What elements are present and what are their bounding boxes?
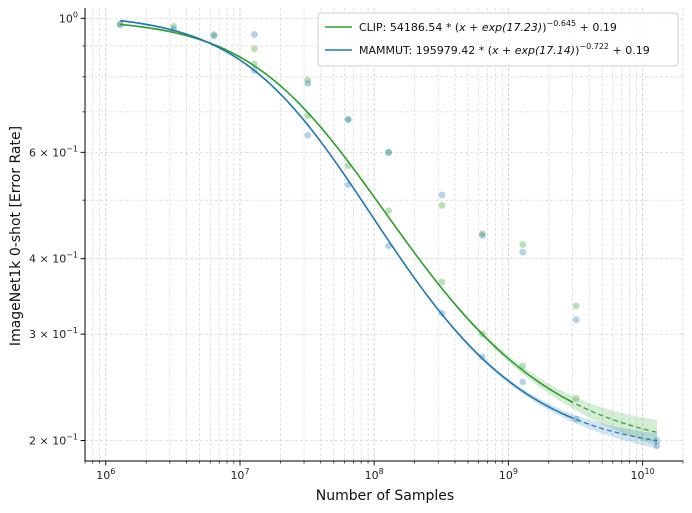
mammut-point <box>250 31 258 38</box>
mammut-legend-label: MAMMUT: 195979.42 * (x + exp(17.14))−0.7… <box>359 42 650 57</box>
mammut-fit-line <box>120 19 574 419</box>
clip-point <box>519 241 527 249</box>
axes <box>80 8 684 466</box>
confidence-bands <box>120 19 657 449</box>
y-tick-label: 3 × 10−1 <box>29 326 78 341</box>
mammut-extrapolated-line <box>576 419 658 442</box>
clip-point <box>478 230 486 238</box>
grid-lines <box>84 8 684 461</box>
mammut-point <box>519 248 527 256</box>
data-points <box>116 20 661 450</box>
clip-point <box>385 148 392 156</box>
y-axis-label: ImageNet1k 0-shot [Error Rate] <box>8 126 24 346</box>
legend: CLIP: 54186.54 * (x + exp(17.23))−0.645 … <box>317 12 679 67</box>
mammut-point <box>438 191 446 199</box>
x-tick-label: 1010 <box>631 467 655 482</box>
x-tick-label: 106 <box>96 467 115 482</box>
clip-point <box>572 394 580 402</box>
clip-point <box>385 207 392 215</box>
clip-confidence-band <box>120 23 657 446</box>
mammut-point <box>572 415 580 423</box>
clip-extrapolated-line <box>576 403 658 433</box>
mammut-point <box>210 32 218 40</box>
clip-point <box>519 362 527 370</box>
mammut-point <box>478 232 486 239</box>
mammut-point <box>572 316 580 324</box>
tick-labels: 106 107 108 109 1010 100 6 × 10−1 4 × 10−1 3 × 1… <box>29 10 655 482</box>
clip-point <box>438 278 446 286</box>
clip-fit-line <box>120 23 574 404</box>
mammut-point <box>478 353 486 361</box>
x-tick-label: 109 <box>499 467 518 482</box>
x-axis-label: Number of Samples <box>316 488 454 504</box>
clip-point <box>438 202 446 209</box>
fit-lines <box>120 19 658 442</box>
mammut-point <box>344 116 352 123</box>
clip-point <box>250 45 258 53</box>
clip-point <box>250 60 258 68</box>
mammut-point <box>304 80 312 87</box>
y-tick-label: 4 × 10−1 <box>29 251 78 266</box>
clip-point <box>572 302 580 310</box>
legend-box <box>317 12 679 67</box>
x-tick-label: 107 <box>230 467 249 482</box>
clip-point <box>344 116 352 123</box>
clip-legend-label: CLIP: 54186.54 * (x + exp(17.23))−0.645 … <box>359 19 617 34</box>
mammut-point <box>653 442 661 450</box>
y-tick-label: 100 <box>59 10 78 25</box>
x-tick-label: 108 <box>365 467 384 482</box>
mammut-point <box>385 148 392 156</box>
mammut-point <box>519 378 527 386</box>
y-tick-label: 6 × 10−1 <box>29 144 78 159</box>
clip-point <box>304 76 312 84</box>
clip-point <box>210 31 218 38</box>
mammut-point <box>304 131 312 139</box>
y-tick-label: 2 × 10−1 <box>29 433 78 448</box>
clip-point <box>170 22 177 30</box>
mammut-confidence-band <box>120 19 657 449</box>
